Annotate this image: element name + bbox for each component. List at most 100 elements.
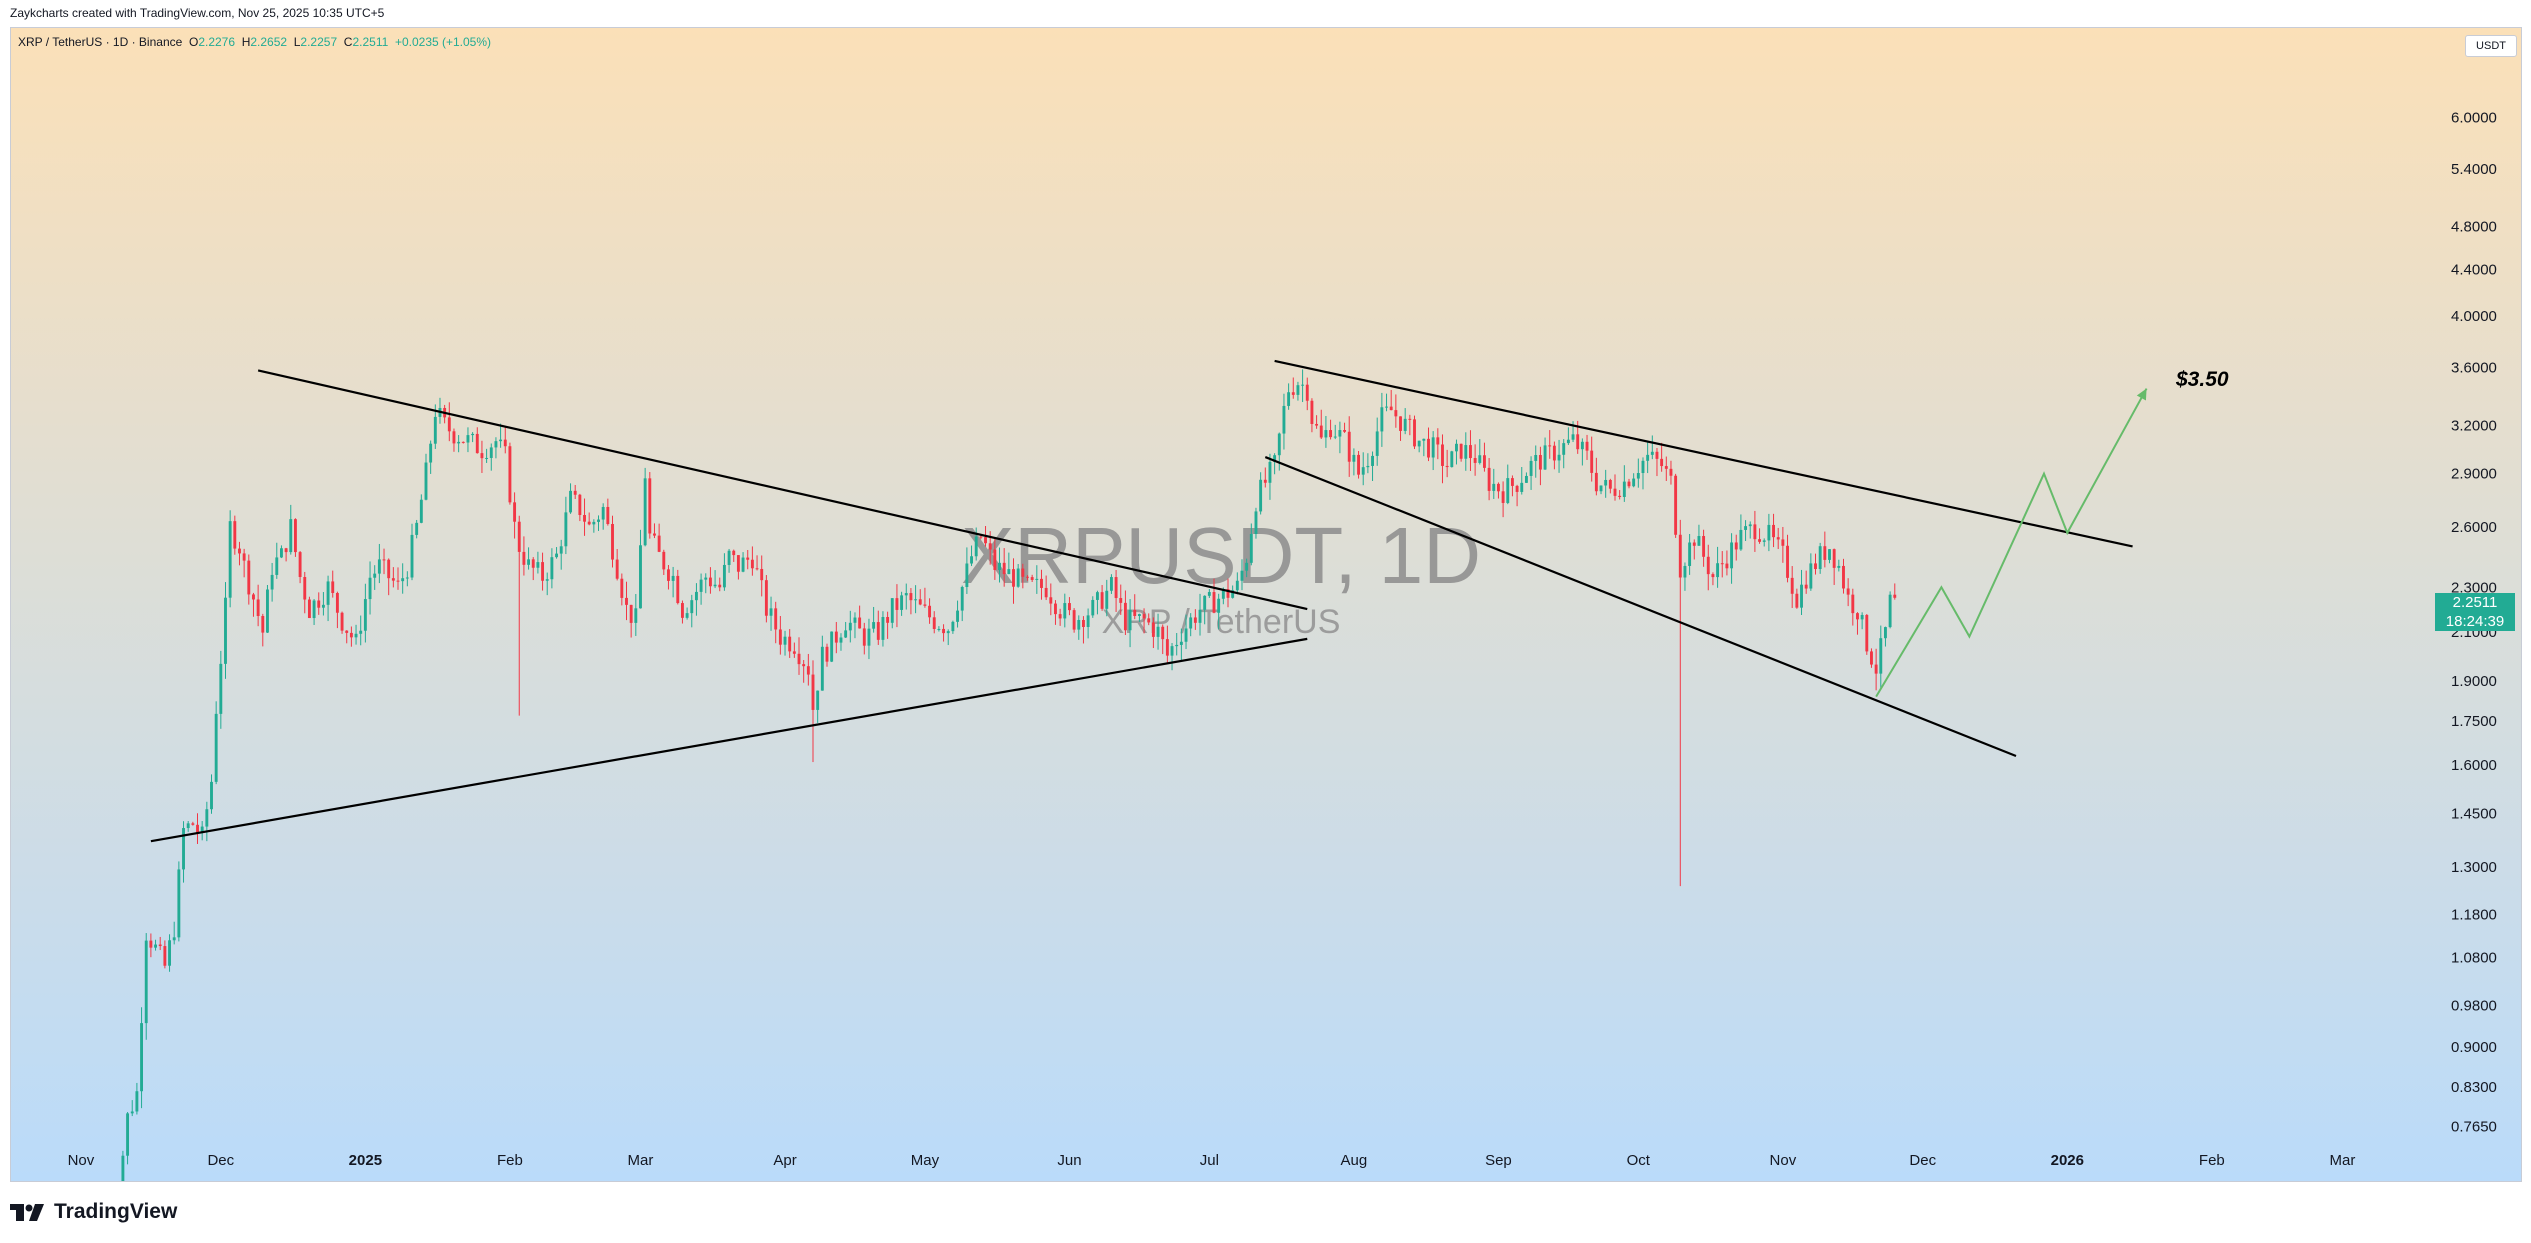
- candle-body: [1884, 627, 1887, 639]
- candle-body: [718, 584, 722, 588]
- candle-body: [177, 869, 181, 938]
- candle-body: [158, 944, 162, 947]
- footer-brand[interactable]: TradingView: [10, 1198, 177, 1226]
- candle-body: [499, 439, 503, 442]
- candle-body: [1515, 485, 1519, 492]
- candle-body: [1193, 617, 1197, 623]
- candle-body: [121, 1155, 125, 1181]
- candle-body: [1333, 436, 1337, 438]
- candle-body: [1245, 562, 1249, 571]
- candle-body: [214, 713, 218, 782]
- candle-body: [1212, 592, 1216, 613]
- candle-body: [844, 630, 848, 638]
- candle-body: [1077, 619, 1081, 630]
- price-axis[interactable]: 6.0000 5.4000 4.8000 4.4000 4.0000 3.6000 3.20…: [2451, 109, 2497, 1135]
- price-tick-label: 2.3000: [2451, 579, 2497, 596]
- brand-name: TradingView: [54, 1200, 178, 1223]
- candles-group: [121, 369, 1897, 1181]
- symbol-name[interactable]: XRP / TetherUS · 1D · Binance: [18, 35, 183, 49]
- candle-body: [1338, 430, 1342, 437]
- low-value: 2.2257: [300, 35, 338, 49]
- time-tick-label: May: [911, 1152, 940, 1169]
- candle-body: [1823, 546, 1827, 560]
- candle-body: [1221, 589, 1225, 599]
- candle-body: [1329, 430, 1333, 438]
- candle-body: [764, 580, 768, 616]
- candle-body: [1888, 594, 1892, 628]
- candle-body: [550, 557, 554, 580]
- candle-body: [340, 612, 344, 631]
- candle-body: [680, 603, 684, 618]
- candle-body: [219, 663, 223, 714]
- candle-body: [662, 551, 666, 570]
- candle-body: [1259, 479, 1263, 512]
- candle-body: [708, 577, 712, 587]
- open-value: 2.2276: [198, 35, 236, 49]
- candle-body: [513, 502, 517, 522]
- candle-body: [639, 545, 642, 609]
- candle-body: [965, 563, 969, 588]
- candle-body: [1207, 592, 1211, 596]
- candle-body: [1450, 451, 1454, 468]
- candle-body: [359, 630, 363, 634]
- candle-body: [1501, 491, 1505, 503]
- candle-body: [555, 553, 558, 558]
- price-tick-label: 4.0000: [2451, 308, 2497, 325]
- candle-body: [1744, 526, 1748, 530]
- currency-button[interactable]: USDT: [2465, 35, 2517, 57]
- candle-body: [1445, 465, 1449, 468]
- candle-body: [149, 940, 153, 948]
- candle-body: [932, 617, 936, 629]
- time-axis[interactable]: Nov Dec 2025 Feb Mar Apr May Jun Jul Aug Sep Oct Nov…: [68, 1152, 2356, 1169]
- price-tick-label: 4.4000: [2451, 261, 2497, 278]
- trendline: [1264, 456, 2017, 758]
- price-chart[interactable]: XRPUSDT, 1D XRP / TetherUS 6.0000 5.4000 4…: [11, 28, 2522, 1182]
- candle-body: [1161, 626, 1165, 640]
- candle-body: [1613, 488, 1617, 496]
- candle-body: [1455, 443, 1458, 452]
- candle-body: [1389, 406, 1393, 411]
- candle-body: [1730, 542, 1734, 569]
- candle-body: [312, 600, 316, 619]
- candle-body: [1319, 425, 1323, 438]
- candle-body: [1464, 445, 1468, 459]
- chart-background: [11, 28, 2521, 1181]
- candle-body: [1702, 536, 1706, 557]
- watermark-description: XRP / TetherUS: [1102, 603, 1341, 641]
- candle-body: [1496, 483, 1500, 492]
- candle-body: [405, 577, 409, 579]
- candle-body: [788, 636, 792, 652]
- candle-body: [1608, 479, 1612, 489]
- candle-body: [1478, 455, 1482, 463]
- candle-body: [1231, 590, 1235, 598]
- candle-body: [886, 617, 890, 623]
- candle-body: [1650, 451, 1654, 455]
- candle-body: [629, 604, 633, 623]
- candle-body: [326, 581, 330, 605]
- candle-body: [387, 559, 391, 579]
- candle-body: [1072, 610, 1076, 630]
- candle-body: [1142, 614, 1146, 619]
- candle-body: [736, 555, 740, 572]
- candle-body: [653, 533, 656, 536]
- candle-body: [1655, 451, 1659, 459]
- time-tick-label: Feb: [497, 1152, 523, 1169]
- projection-arrowhead: [2136, 388, 2147, 401]
- candle-body: [284, 548, 288, 553]
- candle-body: [1795, 593, 1799, 608]
- candle-body: [1296, 385, 1300, 395]
- candle-body: [881, 617, 885, 640]
- candle-body: [1095, 592, 1099, 600]
- candle-body: [797, 653, 801, 665]
- candle-body: [853, 617, 857, 623]
- price-tick-label: 1.9000: [2451, 673, 2497, 690]
- candle-body: [1016, 568, 1020, 587]
- candle-body: [1818, 546, 1822, 570]
- price-tick-label: 0.9800: [2451, 997, 2497, 1014]
- candle-body: [233, 521, 237, 549]
- candle-body: [1739, 529, 1743, 550]
- candle-body: [424, 462, 428, 500]
- chart-pane[interactable]: XRPUSDT, 1D XRP / TetherUS 6.0000 5.4000 4…: [10, 27, 2522, 1182]
- candle-body: [163, 946, 167, 966]
- candle-body: [1711, 574, 1715, 578]
